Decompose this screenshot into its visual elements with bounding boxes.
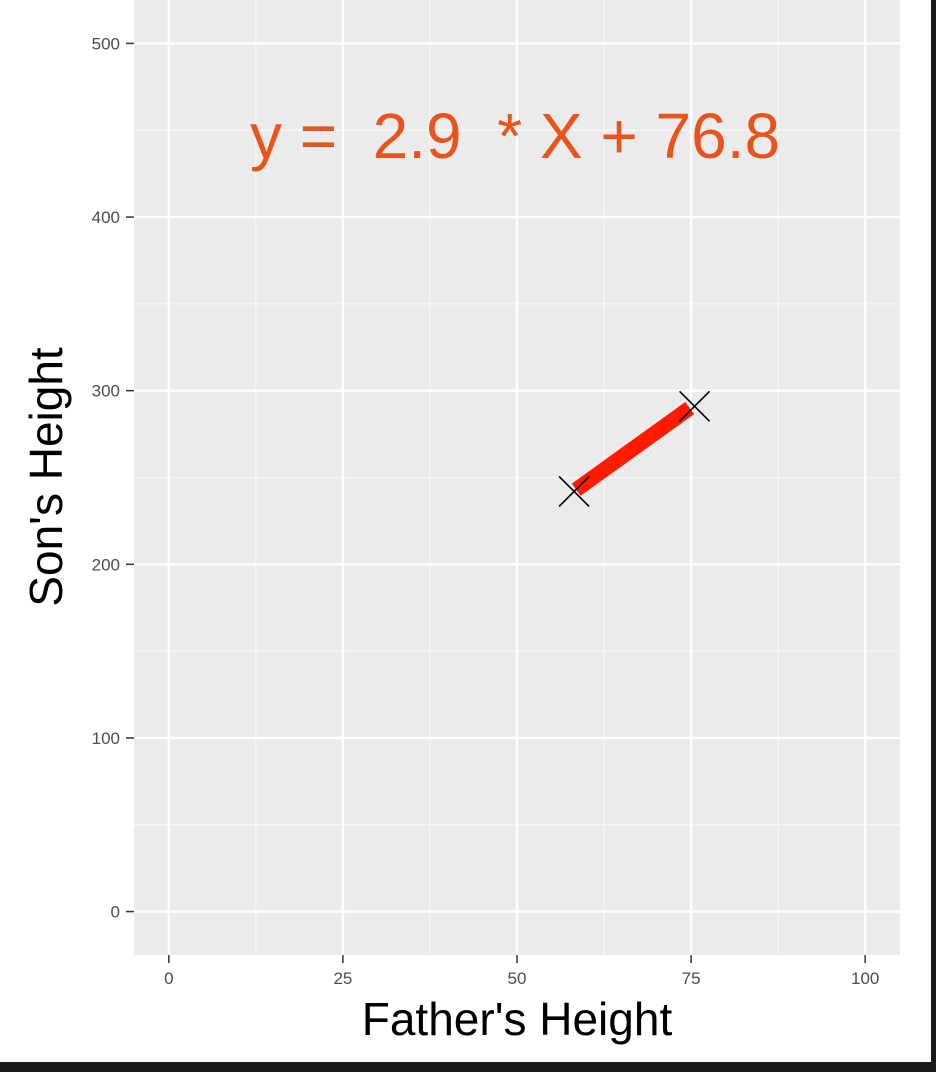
y-tick-label: 500: [92, 34, 120, 53]
x-tick-label: 0: [164, 969, 173, 988]
data-point-x-marker: [679, 390, 711, 422]
x-tick-label: 25: [333, 969, 352, 988]
x-axis: 0 25 50 75 100: [164, 955, 879, 988]
regression-equation: y = 2.9 * X + 76.8: [250, 100, 780, 172]
frame-border-right: [931, 0, 936, 1072]
x-tick-label: 50: [508, 969, 527, 988]
data-point-x-marker: [558, 475, 590, 507]
y-tick-label: 0: [111, 903, 120, 922]
frame-border-bottom: [0, 1062, 936, 1072]
x-tick-label: 75: [682, 969, 701, 988]
regression-line: [571, 401, 695, 496]
x-axis-title: Father's Height: [362, 993, 673, 1045]
y-axis: 0 100 200 300 400 500: [92, 34, 134, 922]
y-tick-label: 200: [92, 555, 120, 574]
y-tick-label: 100: [92, 729, 120, 748]
y-axis-title: Son's Height: [20, 347, 72, 607]
y-tick-label: 300: [92, 382, 120, 401]
y-tick-label: 400: [92, 208, 120, 227]
series-layer: [558, 390, 711, 507]
major-gridlines: [134, 0, 900, 955]
x-tick-label: 100: [851, 969, 879, 988]
